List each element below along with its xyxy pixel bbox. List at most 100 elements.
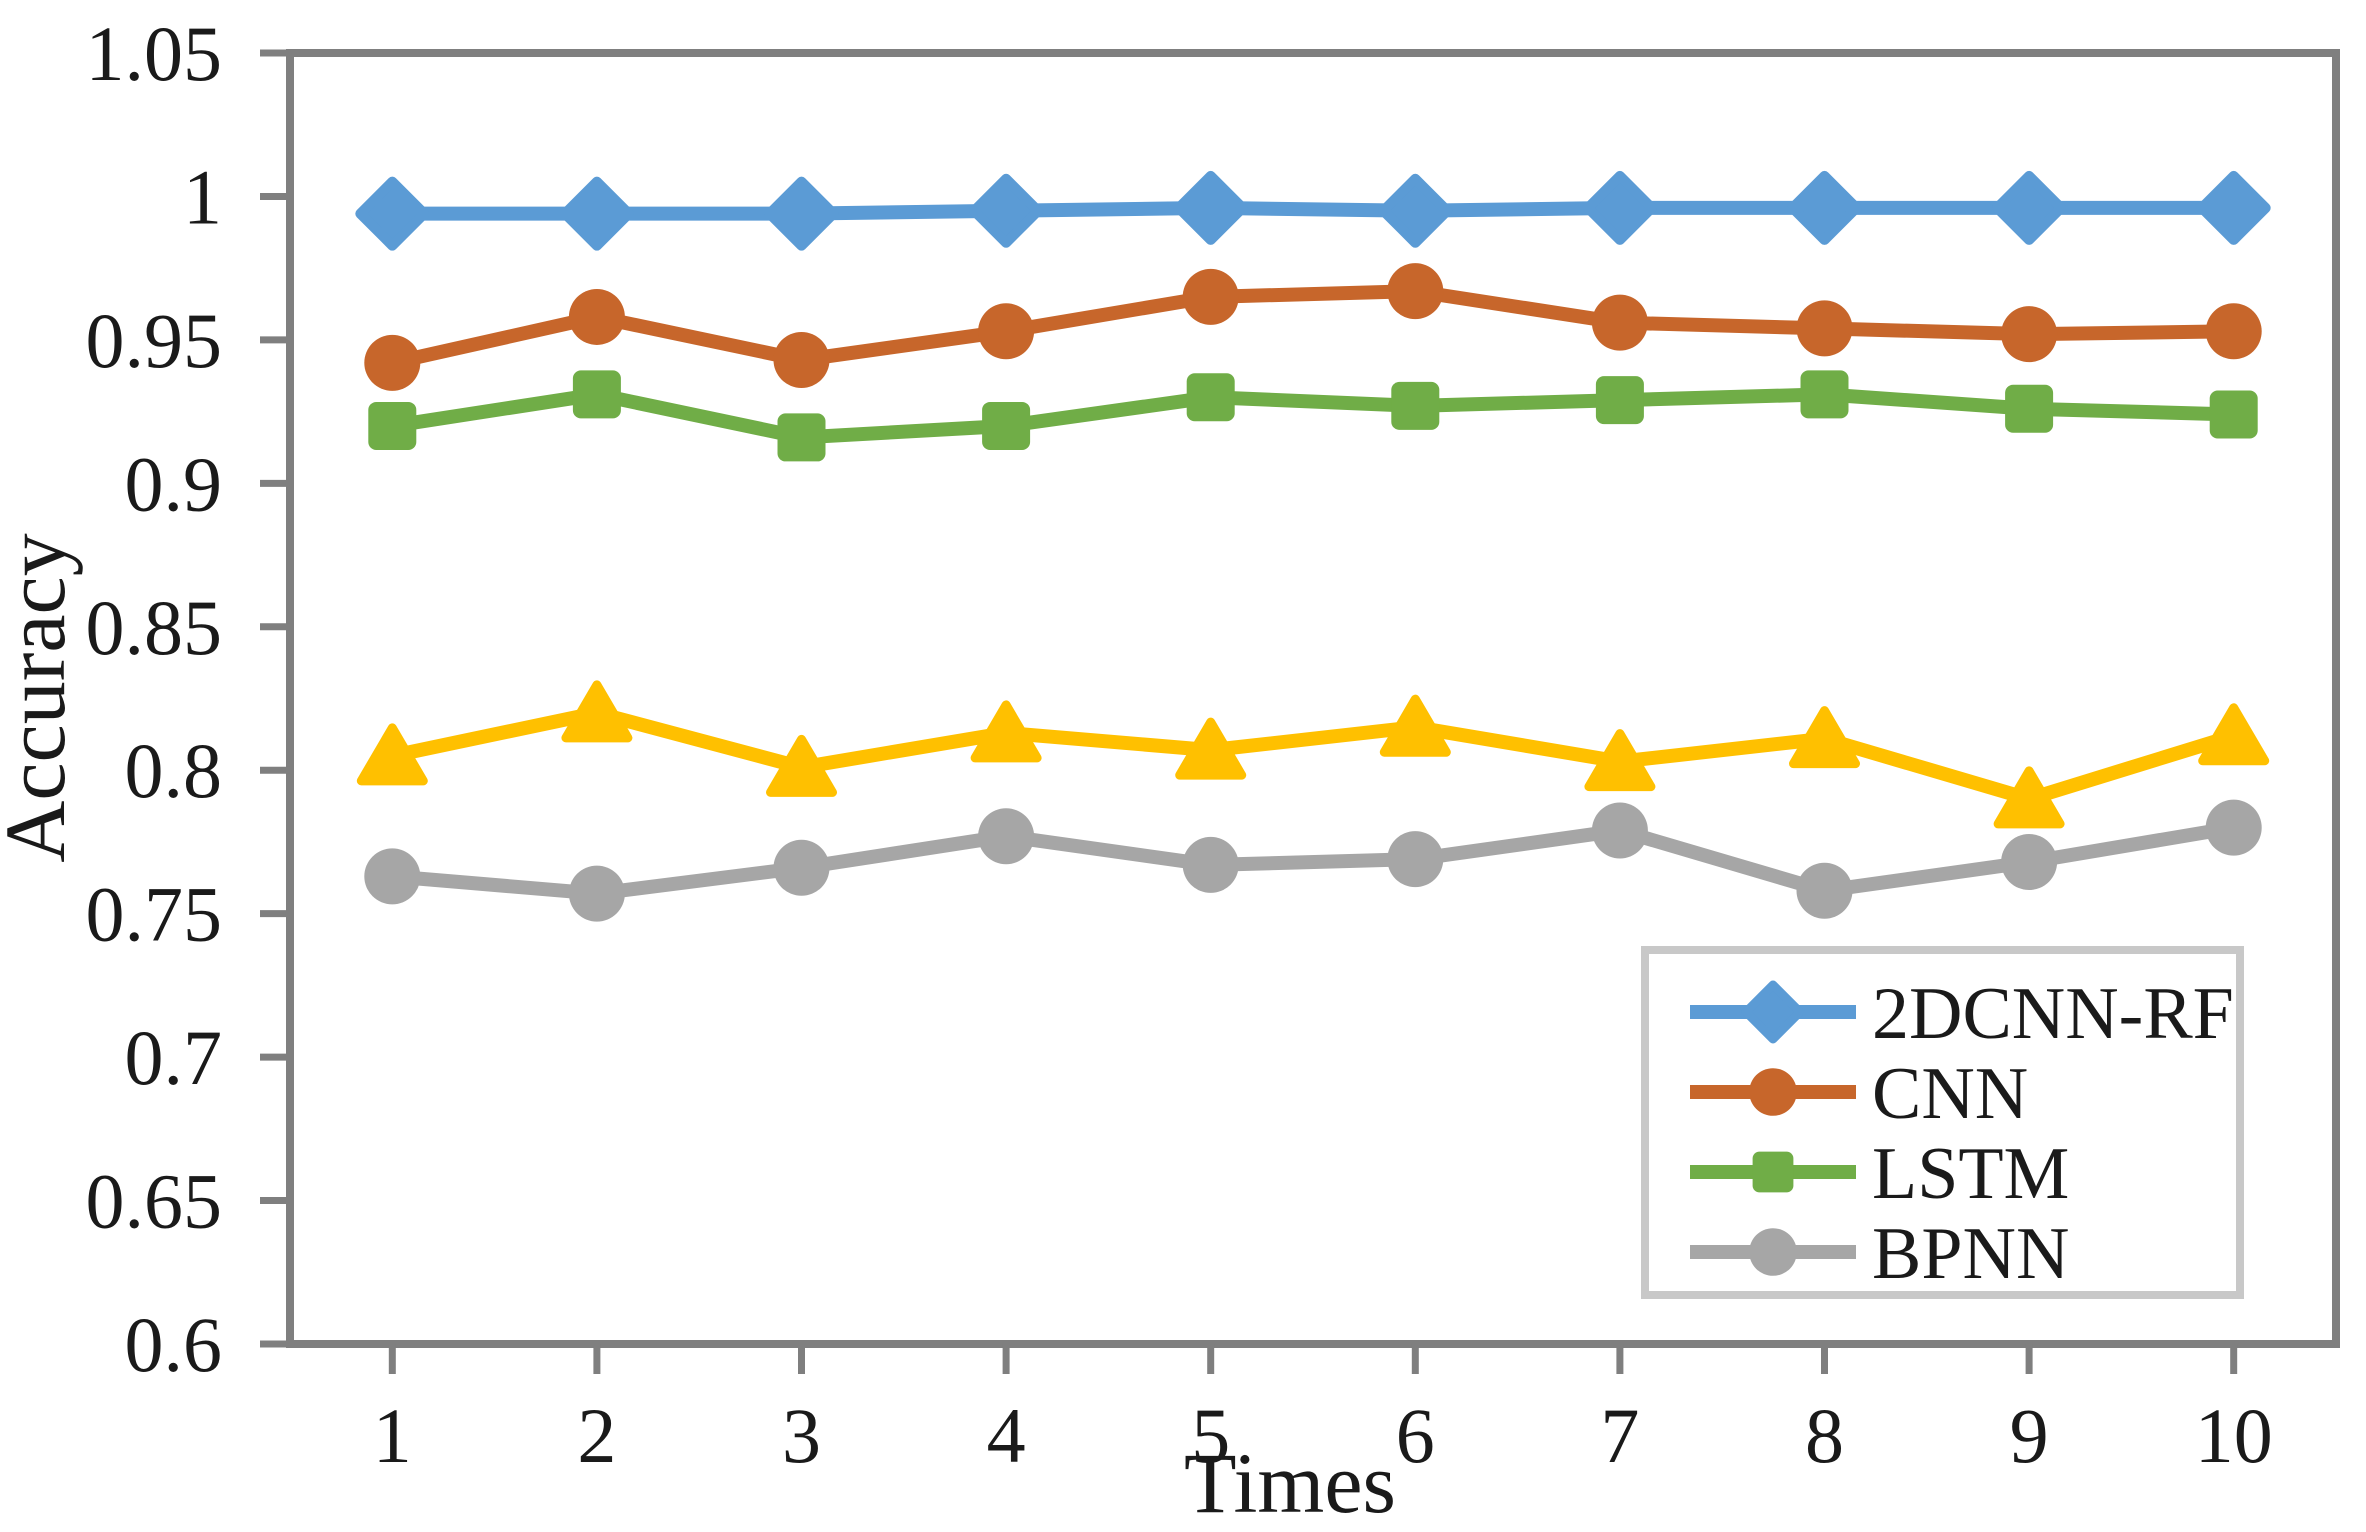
diamond-marker xyxy=(1378,173,1453,248)
plot-border xyxy=(286,49,2340,1348)
triangle-marker xyxy=(1993,766,2065,829)
triangle-marker xyxy=(1584,729,1656,792)
circle-marker xyxy=(978,808,1035,865)
series-line xyxy=(385,705,2241,806)
triangle-marker xyxy=(1175,717,1247,780)
legend-item-cnn: CNN xyxy=(1690,1053,2028,1135)
diamond-marker xyxy=(1992,170,2067,245)
y-tick-label: 0.6 xyxy=(125,1301,223,1388)
triangle-marker xyxy=(1379,694,1451,757)
circle-marker xyxy=(1182,268,1239,325)
circle-marker xyxy=(1749,1228,1797,1276)
circle-marker xyxy=(1182,836,1239,893)
triangle-marker xyxy=(766,734,837,797)
triangle-marker xyxy=(2198,703,2270,766)
diamond-marker xyxy=(969,173,1044,248)
y-tick-label: 1 xyxy=(183,153,222,240)
circle-marker xyxy=(1591,802,1648,859)
diamond-marker xyxy=(559,176,634,251)
y-tick-label: 0.7 xyxy=(125,1014,223,1101)
x-tick-label: 8 xyxy=(1805,1392,1844,1479)
square-marker xyxy=(982,401,1031,450)
series-line xyxy=(385,820,2241,901)
y-tick-label: 0.75 xyxy=(86,871,223,958)
y-tick-label: 0.9 xyxy=(125,440,223,527)
legend-item-label: LSTM xyxy=(1872,1133,2069,1215)
x-tick-label: 6 xyxy=(1396,1392,1435,1479)
diamond-marker xyxy=(764,176,839,251)
square-marker xyxy=(1595,376,1644,425)
x-tick-label: 7 xyxy=(1600,1392,1639,1479)
square-marker xyxy=(1391,381,1440,430)
diamond-marker xyxy=(355,176,430,251)
circle-marker xyxy=(2205,303,2262,360)
x-tick-label: 3 xyxy=(782,1392,821,1479)
circle-marker xyxy=(364,848,421,905)
y-tick-label: 0.8 xyxy=(125,727,223,814)
series-bpnn xyxy=(364,799,2262,922)
circle-marker xyxy=(1387,831,1444,888)
x-tick-label: 2 xyxy=(577,1392,616,1479)
diamond-marker xyxy=(1741,980,1805,1044)
series-cnn xyxy=(364,263,2262,391)
square-marker xyxy=(1800,370,1849,419)
series-lstm xyxy=(368,370,2258,462)
y-tick-label: 0.65 xyxy=(86,1158,223,1245)
square-marker xyxy=(2209,390,2258,439)
legend-item-2dcnn-rf: 2DCNN-RF xyxy=(1690,973,2234,1055)
series-line xyxy=(385,387,2241,445)
square-marker xyxy=(1752,1151,1794,1193)
y-tick-label: 0.85 xyxy=(86,584,223,671)
x-tick-label: 10 xyxy=(2195,1392,2273,1479)
diamond-marker xyxy=(1787,170,1862,245)
y-axis-title: Accuracy xyxy=(0,533,83,862)
series-2dcnn-rf xyxy=(355,170,2271,251)
y-tick-label: 0.95 xyxy=(86,297,223,384)
x-tick-label: 1 xyxy=(373,1392,412,1479)
triangle-marker xyxy=(356,723,428,786)
square-marker xyxy=(1186,373,1235,422)
y-axis-ticks: 1.05 1 0.95 0.9 0.85 0.8 0.75 0.7 0.65 0.6 xyxy=(86,10,290,1388)
circle-marker xyxy=(2001,306,2058,363)
diamond-marker xyxy=(2196,170,2271,245)
series-line xyxy=(385,200,2241,221)
circle-marker xyxy=(2205,799,2262,856)
square-marker xyxy=(2005,384,2054,433)
x-axis-ticks: 1 2 3 4 5 6 7 8 9 10 xyxy=(373,1344,2273,1479)
y-tick-label: 1.05 xyxy=(86,10,223,97)
circle-marker xyxy=(1387,263,1444,320)
square-marker xyxy=(572,370,621,419)
diamond-marker xyxy=(1173,170,1248,245)
plot-frame xyxy=(286,49,2340,1348)
circle-marker xyxy=(1591,294,1648,351)
series-line xyxy=(385,284,2241,370)
x-tick-label: 9 xyxy=(2010,1392,2049,1479)
circle-marker xyxy=(568,288,625,345)
circle-marker xyxy=(978,303,1035,360)
legend-item-lstm: LSTM xyxy=(1690,1133,2069,1215)
triangle-marker xyxy=(970,700,1042,763)
circle-marker xyxy=(364,334,421,391)
diamond-marker xyxy=(1582,170,1657,245)
legend-item-label: 2DCNN-RF xyxy=(1872,973,2234,1055)
circle-marker xyxy=(773,839,830,896)
circle-marker xyxy=(1749,1068,1797,1116)
triangle-marker xyxy=(1789,706,1860,769)
circle-marker xyxy=(2001,834,2058,891)
series-unlabeled-3 xyxy=(356,680,2270,829)
triangle-marker xyxy=(561,680,633,743)
square-marker xyxy=(777,413,826,462)
square-marker xyxy=(368,401,417,450)
legend-item-label: BPNN xyxy=(1872,1213,2069,1295)
legend-item-bpnn: BPNN xyxy=(1690,1213,2069,1295)
x-axis-title: Times xyxy=(1184,1435,1396,1531)
data-series-group xyxy=(355,170,2271,922)
circle-marker xyxy=(1796,862,1853,919)
circle-marker xyxy=(568,865,625,922)
x-tick-label: 5 xyxy=(1191,1392,1230,1479)
legend-item-label: CNN xyxy=(1872,1053,2028,1135)
circle-marker xyxy=(773,331,830,388)
